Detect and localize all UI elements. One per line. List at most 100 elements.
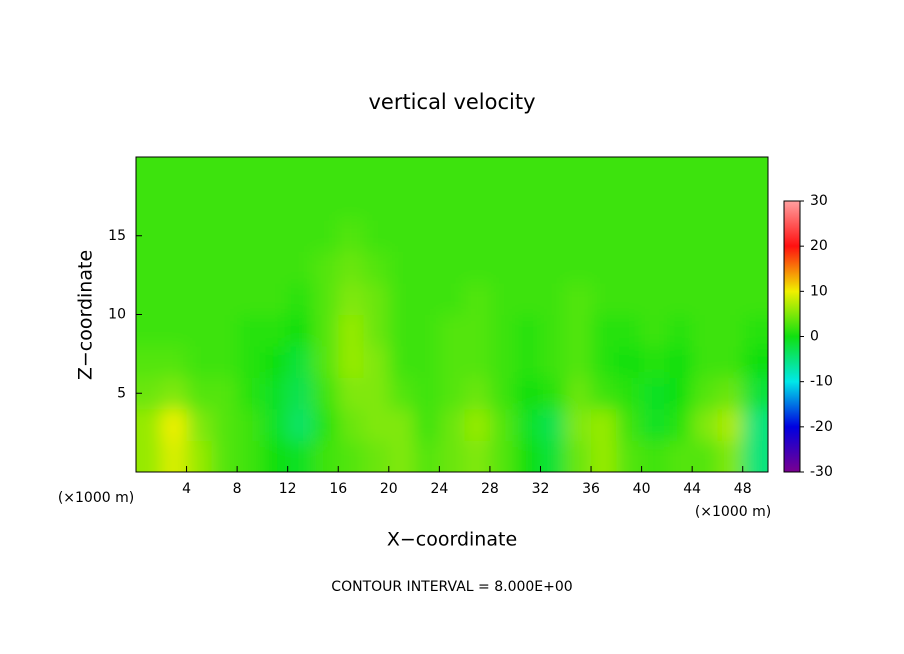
cell	[414, 283, 440, 315]
cell	[540, 251, 567, 284]
cell	[439, 409, 466, 441]
cell	[692, 251, 718, 284]
cell	[742, 283, 768, 315]
cell	[616, 283, 643, 315]
cell	[161, 409, 188, 441]
colorbar-tick-label: -10	[810, 374, 833, 390]
cell	[287, 440, 314, 472]
cell	[565, 314, 592, 347]
cell	[591, 251, 617, 284]
cell	[388, 346, 415, 378]
cell	[211, 283, 238, 315]
cell	[414, 220, 440, 252]
cell	[338, 440, 365, 472]
cell	[414, 440, 440, 472]
y-tick-label: 10	[108, 307, 126, 323]
cell	[489, 377, 516, 410]
cell	[515, 220, 541, 252]
cell	[211, 409, 238, 441]
y-axis-label: Z−coordinate	[75, 250, 97, 380]
cell	[211, 251, 238, 284]
cell	[540, 220, 567, 252]
cell	[591, 157, 617, 189]
cell	[717, 377, 744, 410]
x-tick-label: 8	[233, 481, 242, 497]
cell	[312, 314, 339, 347]
cell	[692, 283, 718, 315]
cell	[161, 283, 188, 315]
cell	[489, 220, 516, 252]
cell	[136, 440, 162, 472]
cell	[186, 440, 213, 472]
cell	[338, 188, 365, 221]
cell	[363, 314, 390, 347]
cell	[464, 440, 491, 472]
cell	[565, 157, 592, 189]
chart-title: vertical velocity	[368, 90, 535, 114]
cell	[591, 283, 617, 315]
cell	[565, 220, 592, 252]
cell	[515, 440, 541, 472]
cell	[237, 314, 263, 347]
cell	[641, 283, 668, 315]
cell	[591, 377, 617, 410]
cell	[262, 157, 289, 189]
cell	[338, 157, 365, 189]
cell	[464, 251, 491, 284]
cell	[515, 157, 541, 189]
cell	[565, 251, 592, 284]
cell	[565, 440, 592, 472]
cell	[565, 283, 592, 315]
cell	[641, 346, 668, 378]
cell	[338, 346, 365, 378]
colorbar	[783, 200, 801, 473]
cell	[565, 377, 592, 410]
cell	[489, 188, 516, 221]
cell	[692, 157, 718, 189]
x-tick-label: 36	[582, 481, 600, 497]
cell	[616, 409, 643, 441]
cell	[186, 220, 213, 252]
cell	[136, 251, 162, 284]
cell	[666, 314, 693, 347]
cell	[312, 251, 339, 284]
cell	[742, 440, 768, 472]
cell	[565, 188, 592, 221]
cell	[489, 283, 516, 315]
cell	[540, 440, 567, 472]
cell	[717, 346, 744, 378]
cell	[515, 409, 541, 441]
cell	[742, 314, 768, 347]
x-unit: (×1000 m)	[695, 504, 771, 520]
cell	[363, 409, 390, 441]
cell	[136, 377, 162, 410]
footer: CONTOUR INTERVAL = 8.000E+00	[331, 579, 572, 595]
cell	[742, 157, 768, 189]
cell	[666, 409, 693, 441]
cell	[540, 346, 567, 378]
cell	[388, 409, 415, 441]
cell	[666, 346, 693, 378]
cell	[666, 283, 693, 315]
cell	[186, 157, 213, 189]
cell	[414, 409, 440, 441]
cell	[666, 440, 693, 472]
cell	[136, 346, 162, 378]
cell	[616, 157, 643, 189]
cell	[211, 314, 238, 347]
cell	[262, 188, 289, 221]
cell	[287, 314, 314, 347]
cell	[186, 283, 213, 315]
cell	[363, 188, 390, 221]
cell	[439, 251, 466, 284]
cell	[742, 188, 768, 221]
cell	[287, 188, 314, 221]
cell	[161, 157, 188, 189]
x-tick-label: 44	[683, 481, 701, 497]
cell	[312, 440, 339, 472]
x-tick-label: 32	[532, 481, 550, 497]
cell	[439, 440, 466, 472]
cell	[717, 314, 744, 347]
cell	[515, 283, 541, 315]
